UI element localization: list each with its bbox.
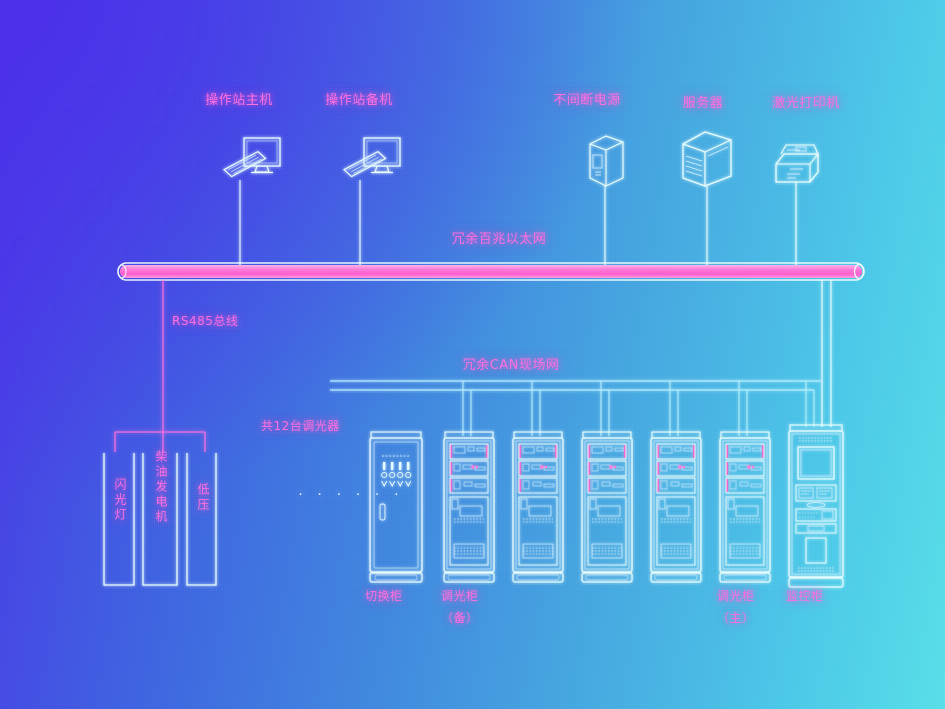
label-operator-station-main: 操作站主机 <box>205 93 273 108</box>
cabinet-dimmer-backup-1[interactable] <box>443 431 495 583</box>
label-rs485-bus: RS485总线 <box>172 314 239 328</box>
label-operator-station-backup: 操作站备机 <box>325 93 393 108</box>
label-dimmer-cabinet-main: 调光柜 <box>717 589 755 603</box>
label-dimmer-count-note: 共12台调光器 <box>261 419 340 433</box>
printer-icon[interactable] <box>775 144 819 183</box>
ups-tower-icon[interactable] <box>589 135 624 187</box>
cabinet-dimmer-4[interactable] <box>650 431 702 583</box>
can-drop-lines <box>462 381 815 436</box>
workstation-backup-icon[interactable] <box>341 137 401 179</box>
ethernet-drop-lines <box>239 180 797 266</box>
can-bus-lines <box>330 380 822 391</box>
server-icon[interactable] <box>682 131 732 187</box>
label-ups: 不间断电源 <box>553 93 621 108</box>
label-ethernet-bus: 冗余百兆以太网 <box>451 232 547 247</box>
ethernet-to-monitoring-cabinet <box>821 280 832 427</box>
cabinet-dimmer-main[interactable] <box>719 431 771 583</box>
cabinet-transfer[interactable] <box>369 431 423 583</box>
label-monitoring-cabinet: 监控柜 <box>786 589 824 603</box>
cabinet-dimmer-backup-2[interactable] <box>512 431 564 583</box>
label-dimmer-cabinet-backup-sub: （备） <box>441 611 479 625</box>
label-low-voltage-load: 低压 <box>196 483 210 513</box>
ethernet-bus-bar <box>117 262 865 281</box>
more-cabinets-ellipsis: · · · · · · <box>298 485 404 502</box>
label-dimmer-cabinet-main-sub: （主） <box>717 611 755 625</box>
label-transfer-cabinet: 切换柜 <box>365 589 403 603</box>
label-dimmer-cabinet-backup: 调光柜 <box>441 589 479 603</box>
workstation-main-icon[interactable] <box>221 137 281 179</box>
label-laser-printer: 激光打印机 <box>772 96 840 111</box>
rs485-bus-line <box>114 280 206 452</box>
cabinet-dimmer-3[interactable] <box>581 431 633 583</box>
label-server: 服务器 <box>682 96 724 111</box>
label-diesel-generator-load: 柴油发电机 <box>154 450 168 525</box>
label-can-bus: 冗余CAN现场网 <box>462 358 560 373</box>
label-flash-light-load: 闪光灯 <box>113 478 127 523</box>
rs485-load-brackets <box>103 453 217 586</box>
cabinet-monitoring[interactable] <box>788 424 844 588</box>
